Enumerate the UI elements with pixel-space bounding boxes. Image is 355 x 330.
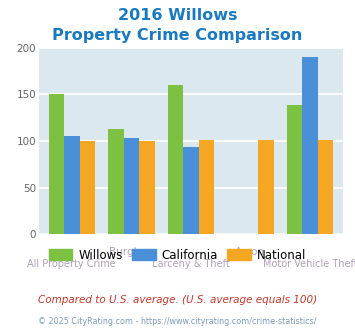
Bar (183, 147, 198, 234)
Text: © 2025 CityRating.com - https://www.cityrating.com/crime-statistics/: © 2025 CityRating.com - https://www.city… (38, 317, 317, 326)
Bar (124, 138, 139, 234)
Bar (198, 140, 214, 234)
Bar (108, 129, 124, 234)
Text: All Property Crime: All Property Crime (27, 258, 116, 269)
Bar (139, 141, 154, 234)
Text: Property Crime Comparison: Property Crime Comparison (52, 28, 303, 43)
Bar (49, 94, 64, 234)
Bar (64, 136, 80, 234)
Text: Burglary: Burglary (109, 248, 154, 257)
Text: Larceny & Theft: Larceny & Theft (152, 258, 230, 269)
Bar (318, 140, 333, 234)
Text: Motor Vehicle Theft: Motor Vehicle Theft (263, 258, 355, 269)
Text: Compared to U.S. average. (U.S. average equals 100): Compared to U.S. average. (U.S. average … (38, 295, 317, 305)
Text: 2016 Willows: 2016 Willows (118, 8, 237, 23)
Bar (302, 57, 318, 234)
Bar (286, 105, 302, 234)
Bar (168, 85, 183, 234)
Text: Arson: Arson (235, 248, 265, 257)
Bar (80, 141, 95, 234)
Legend: Willows, California, National: Willows, California, National (44, 244, 311, 266)
Bar (258, 140, 274, 234)
